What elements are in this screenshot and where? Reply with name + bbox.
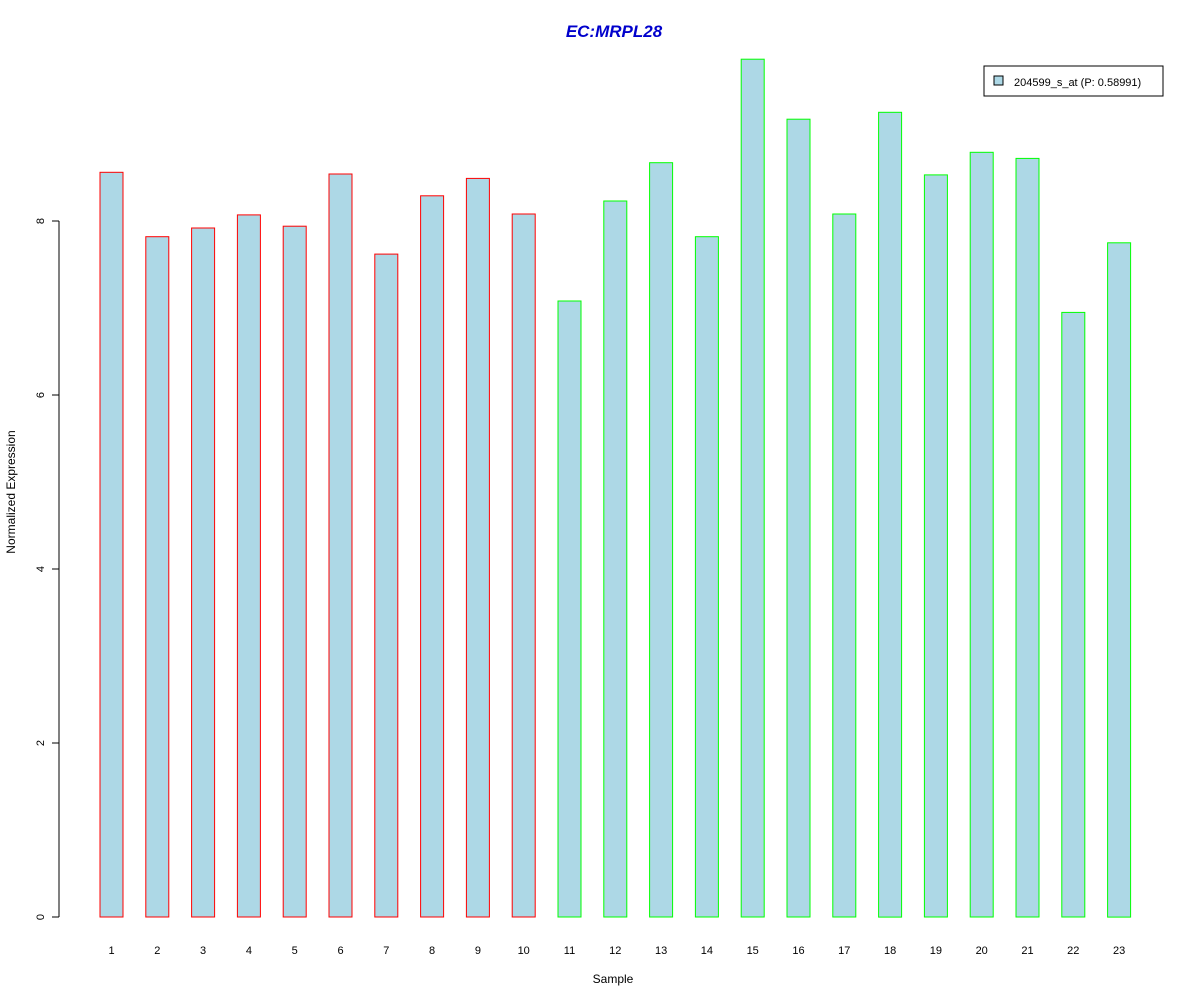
y-axis: 0 2 4 6 8 <box>35 218 60 920</box>
x-tick-label: 10 <box>518 945 530 957</box>
bar-sample-14 <box>694 236 719 918</box>
x-tick-label: 14 <box>701 945 713 957</box>
x-tick-label: 19 <box>930 945 942 957</box>
bar-sample-12 <box>603 200 628 918</box>
bar-sample-10 <box>511 213 536 918</box>
x-tick-label: 7 <box>383 945 389 957</box>
bar-sample-8 <box>420 195 445 918</box>
bar-sample-11 <box>557 300 582 918</box>
x-tick-label: 11 <box>564 945 575 957</box>
bar-sample-16 <box>786 118 811 918</box>
legend-swatch <box>993 75 1004 86</box>
bar-sample-2 <box>145 236 170 918</box>
x-tick-label: 12 <box>609 945 621 957</box>
y-tick-label: 4 <box>35 566 47 572</box>
x-tick-label: 4 <box>246 945 252 957</box>
bar-sample-15 <box>740 58 765 918</box>
x-tick-label: 13 <box>655 945 667 957</box>
x-tick-label: 2 <box>154 945 160 957</box>
x-tick-label: 22 <box>1067 945 1079 957</box>
y-tick-label: 0 <box>35 914 47 920</box>
bar-sample-5 <box>282 225 307 918</box>
y-tick-label: 8 <box>35 218 47 224</box>
bar-sample-23 <box>1107 242 1132 918</box>
x-tick-label: 1 <box>108 945 114 957</box>
x-tick-label: 3 <box>200 945 206 957</box>
x-tick-label: 6 <box>337 945 343 957</box>
x-tick-label: 23 <box>1113 945 1125 957</box>
bar-sample-21 <box>1015 157 1040 918</box>
y-tick-label: 2 <box>35 740 47 746</box>
x-tick-label: 5 <box>292 945 298 957</box>
bar-sample-22 <box>1061 311 1086 918</box>
bar-sample-9 <box>465 177 490 918</box>
bar-sample-13 <box>649 162 674 918</box>
bar-sample-17 <box>832 213 857 918</box>
bar-sample-1 <box>99 171 124 918</box>
chart-title: EC:MRPL28 <box>566 22 663 41</box>
y-axis-label: Normalized Expression <box>4 430 18 553</box>
x-tick-label: 17 <box>838 945 850 957</box>
legend-label: 204599_s_at (P: 0.58991) <box>1014 77 1141 89</box>
y-tick-label: 6 <box>35 392 47 398</box>
bar-sample-7 <box>374 253 399 918</box>
x-tick-label: 16 <box>792 945 804 957</box>
x-tick-label: 8 <box>429 945 435 957</box>
x-axis-label: Sample <box>593 972 634 986</box>
bar-sample-6 <box>328 173 353 918</box>
x-tick-label: 18 <box>884 945 896 957</box>
bar-sample-3 <box>191 227 216 918</box>
x-tick-labels: 1 2 3 4 5 6 7 8 9 10 11 12 13 14 15 16 17 18 19 20 21 22 23 <box>108 945 1125 957</box>
bars <box>99 58 1132 918</box>
x-tick-label: 21 <box>1021 945 1033 957</box>
legend-box <box>983 65 1164 97</box>
bar-sample-20 <box>969 151 994 918</box>
x-tick-label: 9 <box>475 945 481 957</box>
bar-sample-19 <box>923 174 948 918</box>
x-tick-label: 15 <box>747 945 759 957</box>
legend: 204599_s_at (P: 0.58991) <box>983 65 1164 97</box>
bar-sample-18 <box>878 111 903 918</box>
bar-sample-4 <box>236 214 261 918</box>
x-tick-label: 20 <box>976 945 988 957</box>
